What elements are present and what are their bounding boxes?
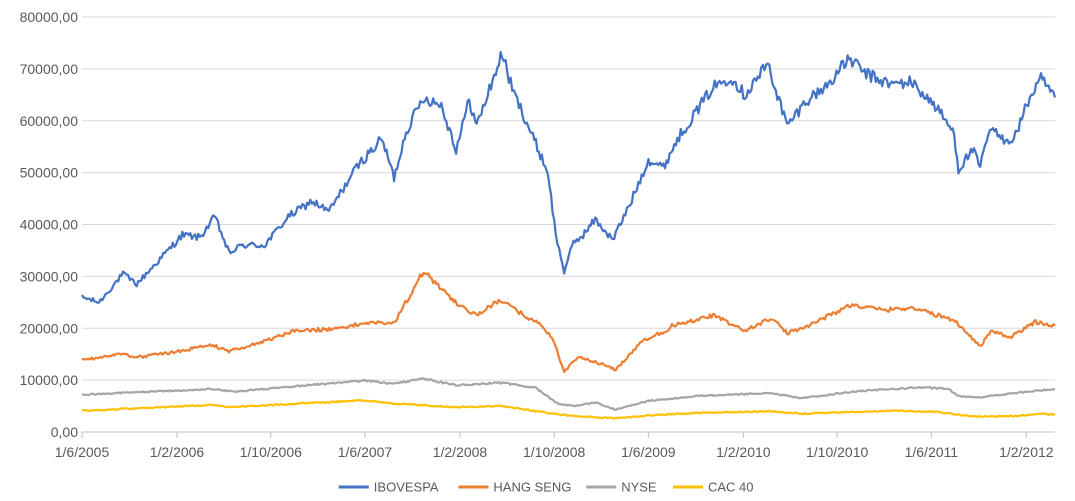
x-tick-label: 1/6/2007 [338, 444, 393, 460]
x-tick-label: 1/2/2010 [716, 444, 771, 460]
legend-label: HANG SENG [493, 480, 571, 495]
x-tick-label: 1/10/2008 [523, 444, 585, 460]
y-tick-label: 50000,00 [20, 165, 79, 181]
series-line-cac-40 [81, 399, 1056, 420]
legend-label: NYSE [621, 480, 657, 495]
y-tick-label: 80000,00 [20, 9, 79, 25]
x-tick-label: 1/2/2012 [999, 444, 1054, 460]
x-tick-label: 1/10/2010 [806, 444, 868, 460]
gridlines [82, 16, 1055, 381]
y-tick-label: 10000,00 [20, 372, 79, 388]
y-tick-label: 40000,00 [20, 217, 79, 233]
series-line-nyse [81, 377, 1056, 411]
series-line-ibovespa [81, 50, 1057, 304]
y-tick-label: 60000,00 [20, 113, 79, 129]
legend-label: IBOVESPA [374, 480, 439, 495]
y-tick-label: 20000,00 [20, 320, 79, 336]
x-tick-label: 1/2/2006 [150, 444, 205, 460]
y-tick-label: 0,00 [51, 424, 78, 440]
y-axis: 0,00 10000,00 20000,00 30000,00 40000,00 5000… [20, 9, 79, 440]
x-tick-label: 1/2/2008 [433, 444, 488, 460]
x-tick-label: 1/6/2011 [905, 444, 959, 460]
legend-label: CAC 40 [708, 480, 754, 495]
x-tick-label: 1/6/2009 [621, 444, 676, 460]
x-tick-label: 1/6/2005 [55, 444, 110, 460]
y-tick-label: 70000,00 [20, 61, 79, 77]
x-axis: 1/6/2005 1/2/2006 1/10/2006 1/6/2007 1/2/200… [55, 431, 1055, 460]
series-lines [81, 50, 1057, 420]
legend: IBOVESPA HANG SENG NYSE CAC 40 [338, 480, 754, 495]
x-tick-label: 1/10/2006 [240, 444, 302, 460]
series-line-hang-seng [81, 272, 1056, 374]
y-tick-label: 30000,00 [20, 268, 79, 284]
